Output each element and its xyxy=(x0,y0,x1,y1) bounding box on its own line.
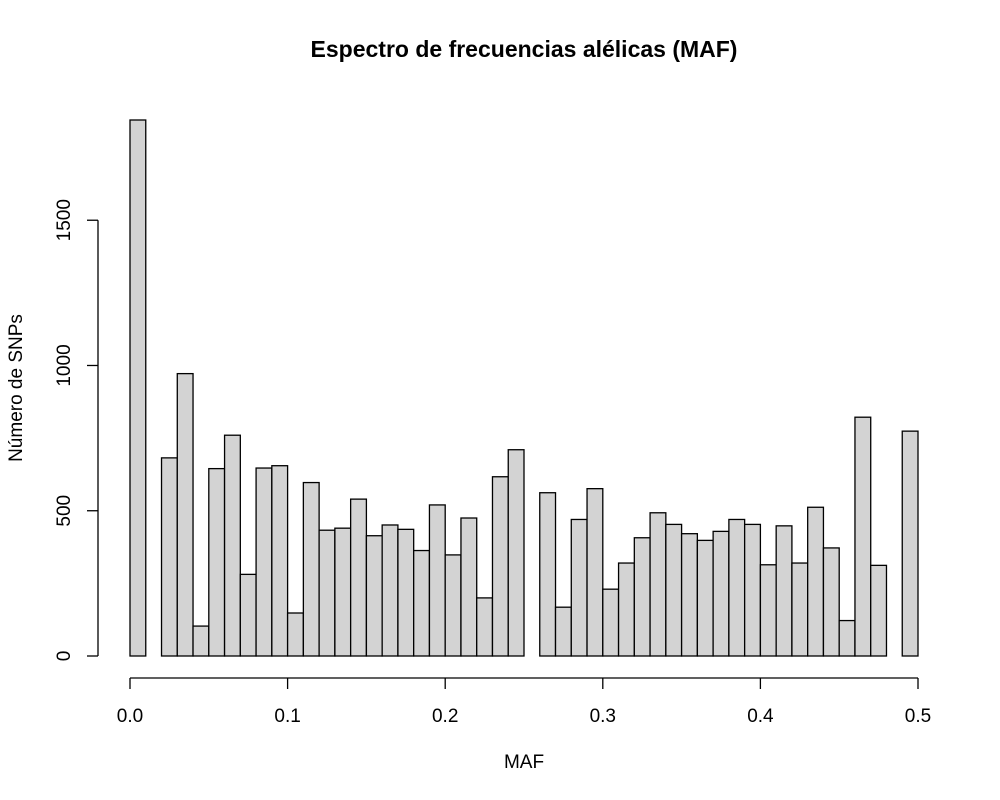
histogram-bar xyxy=(807,506,825,657)
histogram-bar xyxy=(743,523,762,657)
histogram-bar xyxy=(255,467,273,657)
histogram-bar xyxy=(617,562,635,657)
x-tick-label: 0.3 xyxy=(590,706,616,727)
histogram-bar xyxy=(712,530,730,657)
histogram-bar xyxy=(775,525,793,657)
histogram-bar xyxy=(176,372,194,657)
x-tick-label: 0.1 xyxy=(274,706,300,727)
x-tick-label: 0.2 xyxy=(432,706,458,727)
histogram-bar xyxy=(349,498,368,657)
chart-title: Espectro de frecuencias alélicas (MAF) xyxy=(311,36,738,62)
histogram-bar xyxy=(586,488,604,657)
histogram-bar xyxy=(239,573,257,657)
y-tick-label: 1500 xyxy=(54,199,75,241)
histogram-bar xyxy=(428,504,446,657)
histogram-bar xyxy=(570,518,588,657)
y-axis-label: Número de SNPs xyxy=(6,314,27,462)
histogram-bar xyxy=(791,562,809,657)
histogram-bar xyxy=(838,619,856,657)
bars-group xyxy=(129,119,919,657)
y-axis: 0 500 1000 1500 xyxy=(54,199,99,662)
histogram-bar xyxy=(633,537,651,657)
histogram-bar xyxy=(223,434,241,657)
histogram-bar xyxy=(491,476,509,657)
histogram-bar xyxy=(476,597,494,657)
histogram-bar xyxy=(539,492,557,657)
histogram-bar xyxy=(318,529,336,657)
histogram-bar xyxy=(444,554,462,657)
histogram-bar xyxy=(192,625,210,657)
histogram-bar xyxy=(413,549,431,657)
histogram-bar xyxy=(397,528,415,657)
y-tick-label: 500 xyxy=(54,495,75,527)
histogram-bar xyxy=(381,524,399,657)
histogram-bar xyxy=(696,539,714,657)
histogram-bar xyxy=(271,465,289,657)
histogram-bar xyxy=(460,517,478,657)
y-tick-label: 1000 xyxy=(54,344,75,386)
histogram-bar xyxy=(286,612,305,657)
x-axis-label: MAF xyxy=(504,752,544,773)
histogram-bar xyxy=(680,533,699,657)
histogram-bar xyxy=(728,518,746,657)
histogram-bar xyxy=(554,606,572,657)
histogram-bar xyxy=(208,467,226,657)
histogram-bar xyxy=(507,449,525,657)
x-tick-label: 0.0 xyxy=(117,706,143,727)
histogram-bar xyxy=(822,547,840,657)
histogram-bar xyxy=(302,481,320,657)
histogram-bar xyxy=(129,119,147,657)
histogram-bar xyxy=(759,564,777,657)
x-tick-label: 0.5 xyxy=(905,706,931,727)
x-axis: 0.0 0.1 0.2 0.3 0.4 0.5 xyxy=(117,677,931,727)
histogram-bar xyxy=(649,512,667,657)
histogram-bar xyxy=(665,523,683,657)
y-tick-label: 0 xyxy=(54,651,75,662)
histogram-bar xyxy=(602,588,620,657)
histogram-bar xyxy=(901,430,919,657)
histogram-bar xyxy=(365,535,383,657)
histogram-bar xyxy=(854,416,872,657)
histogram-bar xyxy=(334,527,352,657)
histogram-bar xyxy=(160,457,178,657)
x-tick-label: 0.4 xyxy=(747,706,774,727)
histogram-bar xyxy=(870,564,888,657)
